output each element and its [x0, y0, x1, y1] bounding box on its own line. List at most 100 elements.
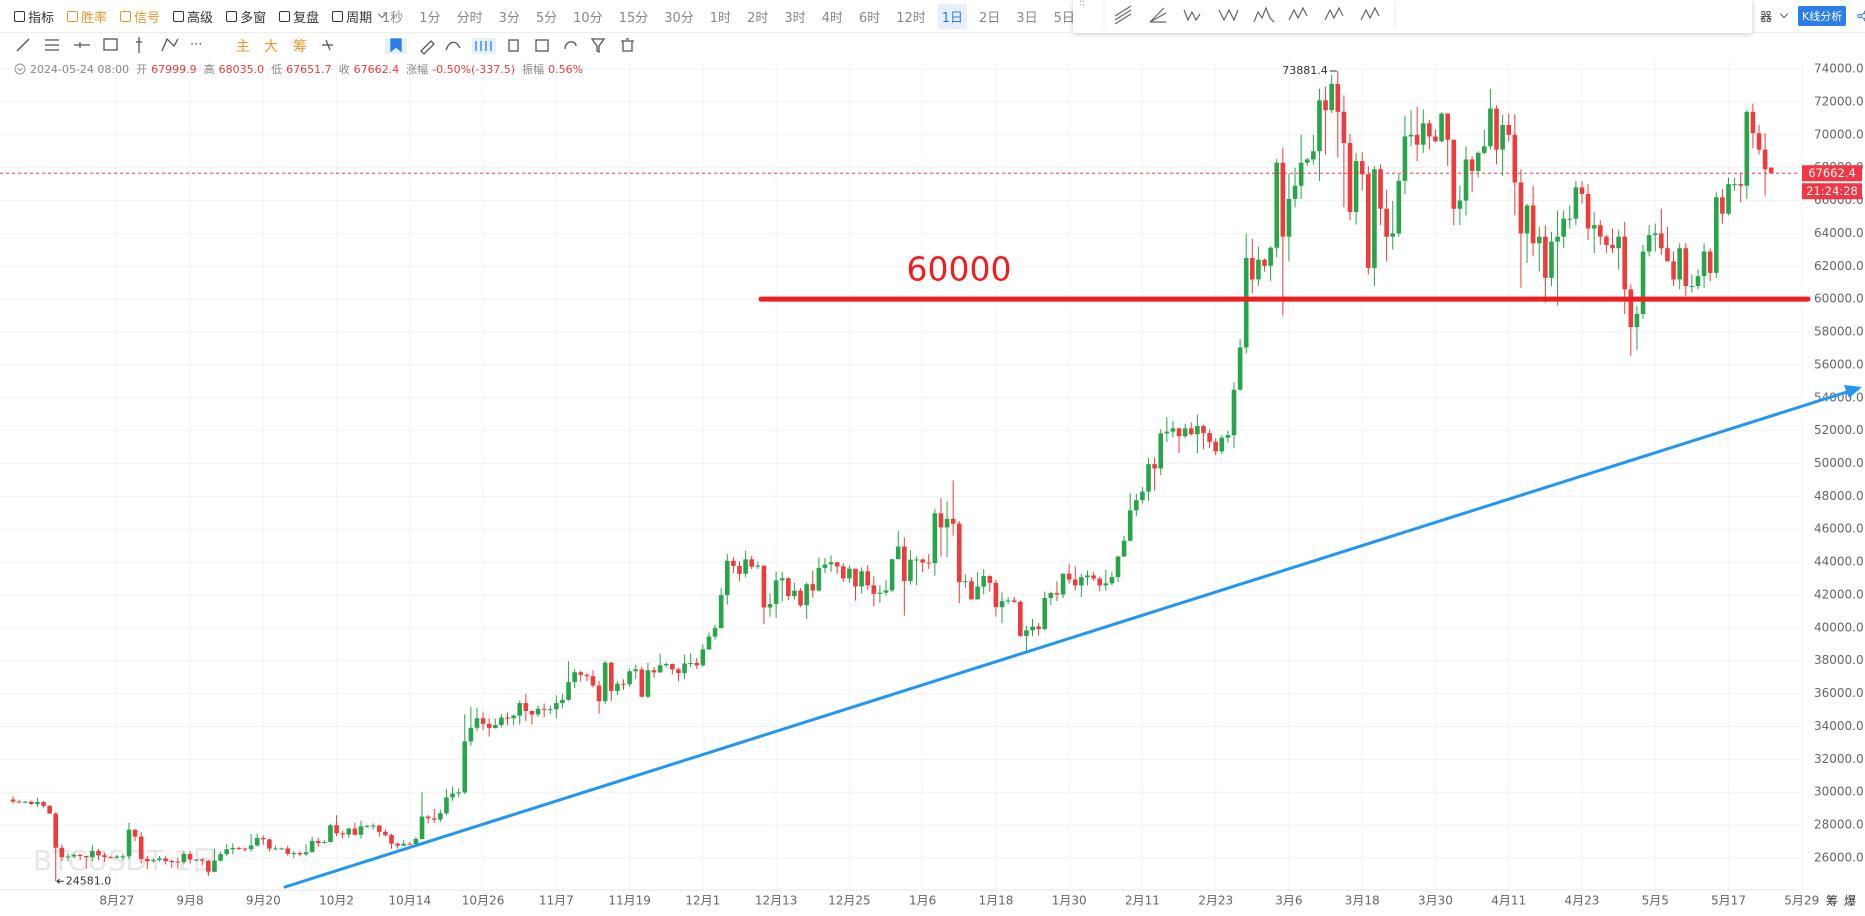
candle-body	[761, 565, 767, 608]
candle-body	[908, 559, 913, 582]
candle-body	[810, 584, 816, 591]
icon-ray[interactable]	[74, 42, 90, 48]
main-tool[interactable]: 筹	[293, 39, 307, 55]
candle-body	[1518, 182, 1524, 234]
candle-body	[993, 582, 999, 608]
share-button[interactable]	[1857, 10, 1865, 22]
settings-label[interactable]: 器	[1760, 9, 1773, 24]
icon-hlines[interactable]	[45, 39, 59, 51]
period-button[interactable]: 5日	[1053, 10, 1075, 26]
candle-body	[16, 801, 22, 803]
icon-filter[interactable]	[590, 38, 606, 54]
candle-body	[1622, 236, 1628, 290]
period-button[interactable]: 15分	[618, 10, 649, 26]
period-button[interactable]: 1日	[937, 3, 968, 29]
toolbar-button[interactable]: 复盘	[279, 7, 319, 26]
candle-body	[749, 559, 755, 567]
candle-body	[297, 853, 303, 855]
candle-body	[261, 838, 266, 840]
icon-vline[interactable]	[136, 37, 142, 53]
period-button[interactable]: 1秒	[382, 10, 404, 26]
period-button[interactable]: 6时	[858, 10, 881, 26]
analysis-button[interactable]: K线分析	[1798, 6, 1847, 26]
icon-magnet[interactable]	[475, 41, 492, 51]
level-label: 60000	[907, 250, 1012, 289]
y-tick-label: 32000.0	[1814, 752, 1864, 766]
candle-body	[1048, 593, 1054, 598]
period-button[interactable]: 5分	[535, 10, 558, 26]
period-button[interactable]: 分时	[456, 10, 483, 26]
main-tool[interactable]: 大	[264, 39, 278, 55]
candle-body	[1445, 113, 1450, 140]
toolbar-button[interactable]: 胜率	[67, 7, 107, 26]
toolbar-button[interactable]: 指标	[14, 7, 54, 26]
bottom-tool[interactable]: 爆	[1844, 894, 1857, 908]
period-button[interactable]: 1时	[709, 10, 732, 26]
info-bar: 2024-05-24 08:00 开 67999.9 高 68035.0 低 67651.…	[14, 61, 586, 77]
main-tool[interactable]: 主	[236, 39, 250, 55]
candle-body	[1188, 428, 1194, 435]
candle-body	[1304, 159, 1310, 163]
candle-body	[779, 578, 785, 581]
icon-lock[interactable]	[508, 39, 519, 52]
candle-body	[1182, 428, 1188, 437]
info-value: 67999.9	[151, 62, 197, 76]
period-button[interactable]: 12时	[896, 10, 926, 26]
icon-eye[interactable]	[564, 41, 577, 50]
icon-mark[interactable]	[390, 38, 402, 53]
candle-body	[83, 855, 89, 858]
icon-more[interactable]: ···	[190, 38, 202, 53]
candle-body	[1469, 159, 1475, 171]
period-button[interactable]: 4时	[821, 10, 843, 26]
y-tick-label: 28000.0	[1814, 818, 1864, 832]
icon-measure[interactable]	[322, 39, 333, 51]
period-button[interactable]: 3分	[498, 10, 520, 26]
candle-body	[1127, 510, 1133, 541]
candle-body	[1604, 236, 1609, 245]
info-key: 高	[203, 63, 215, 76]
info-toggle[interactable]	[14, 63, 26, 75]
candle-body	[1213, 441, 1218, 452]
candle-body	[1115, 556, 1121, 578]
candle-body	[1329, 83, 1334, 111]
candle-body	[541, 708, 547, 710]
y-tick-label: 36000.0	[1814, 686, 1864, 700]
period-button[interactable]: 10分	[573, 10, 603, 26]
candle-body	[932, 513, 938, 564]
candle-body	[370, 825, 376, 827]
icon-path[interactable]	[161, 37, 179, 52]
icon-line[interactable]	[16, 38, 30, 52]
icon-rect[interactable]	[103, 38, 118, 51]
x-tick-label: 12月1	[685, 894, 720, 908]
period-button[interactable]: 2时	[747, 10, 769, 26]
period-button[interactable]: 30分	[664, 10, 694, 26]
candle-body	[657, 665, 663, 673]
right-tools: 器 K线分析	[1760, 0, 1865, 32]
toolbar-button[interactable]: 周期	[332, 7, 387, 26]
icon-ruler[interactable]	[420, 40, 435, 55]
candle-body	[1384, 208, 1389, 237]
toolbar-button[interactable]: 信号	[120, 7, 160, 26]
period-button[interactable]: 3日	[1016, 10, 1038, 26]
toolbar-label: 胜率	[81, 10, 108, 26]
period-button[interactable]: 2日	[979, 10, 1001, 26]
candle-body	[1207, 433, 1212, 442]
candle-body	[1341, 111, 1347, 144]
icon-delete[interactable]	[621, 38, 634, 52]
icon-wave-e	[1360, 6, 1380, 21]
icon-note[interactable]	[535, 39, 549, 52]
candle-body	[22, 801, 28, 803]
candle-body	[1506, 124, 1512, 135]
toolbar-icon	[279, 10, 291, 22]
countdown-label: 21:24:28	[1806, 184, 1858, 198]
toolbar-button[interactable]: 多窗	[226, 7, 266, 26]
candle-body	[1231, 389, 1237, 436]
candle-body	[181, 854, 187, 863]
candle-body	[425, 816, 431, 819]
bottom-tool[interactable]: 筹	[1826, 894, 1839, 908]
period-button[interactable]: 1分	[419, 10, 441, 26]
toolbar-button[interactable]: 高级	[173, 7, 213, 26]
icon-brush[interactable]	[445, 41, 461, 51]
candle-body	[688, 663, 693, 665]
period-button[interactable]: 3时	[784, 10, 806, 26]
